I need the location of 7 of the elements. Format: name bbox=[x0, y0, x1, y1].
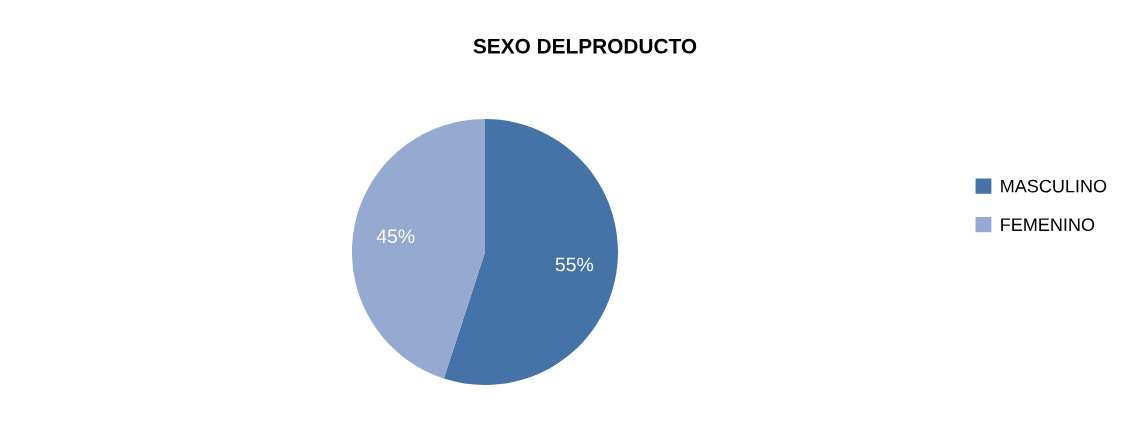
legend-label: MASCULINO bbox=[1001, 179, 1107, 193]
pie-slice bbox=[443, 119, 618, 385]
legend-label: FEMENINO bbox=[1001, 218, 1095, 232]
data-label: 55% bbox=[555, 257, 594, 272]
pie-slice bbox=[352, 119, 485, 379]
chart-title: SEXO DELPRODUCTO bbox=[473, 38, 697, 54]
data-label: 45% bbox=[376, 229, 415, 244]
